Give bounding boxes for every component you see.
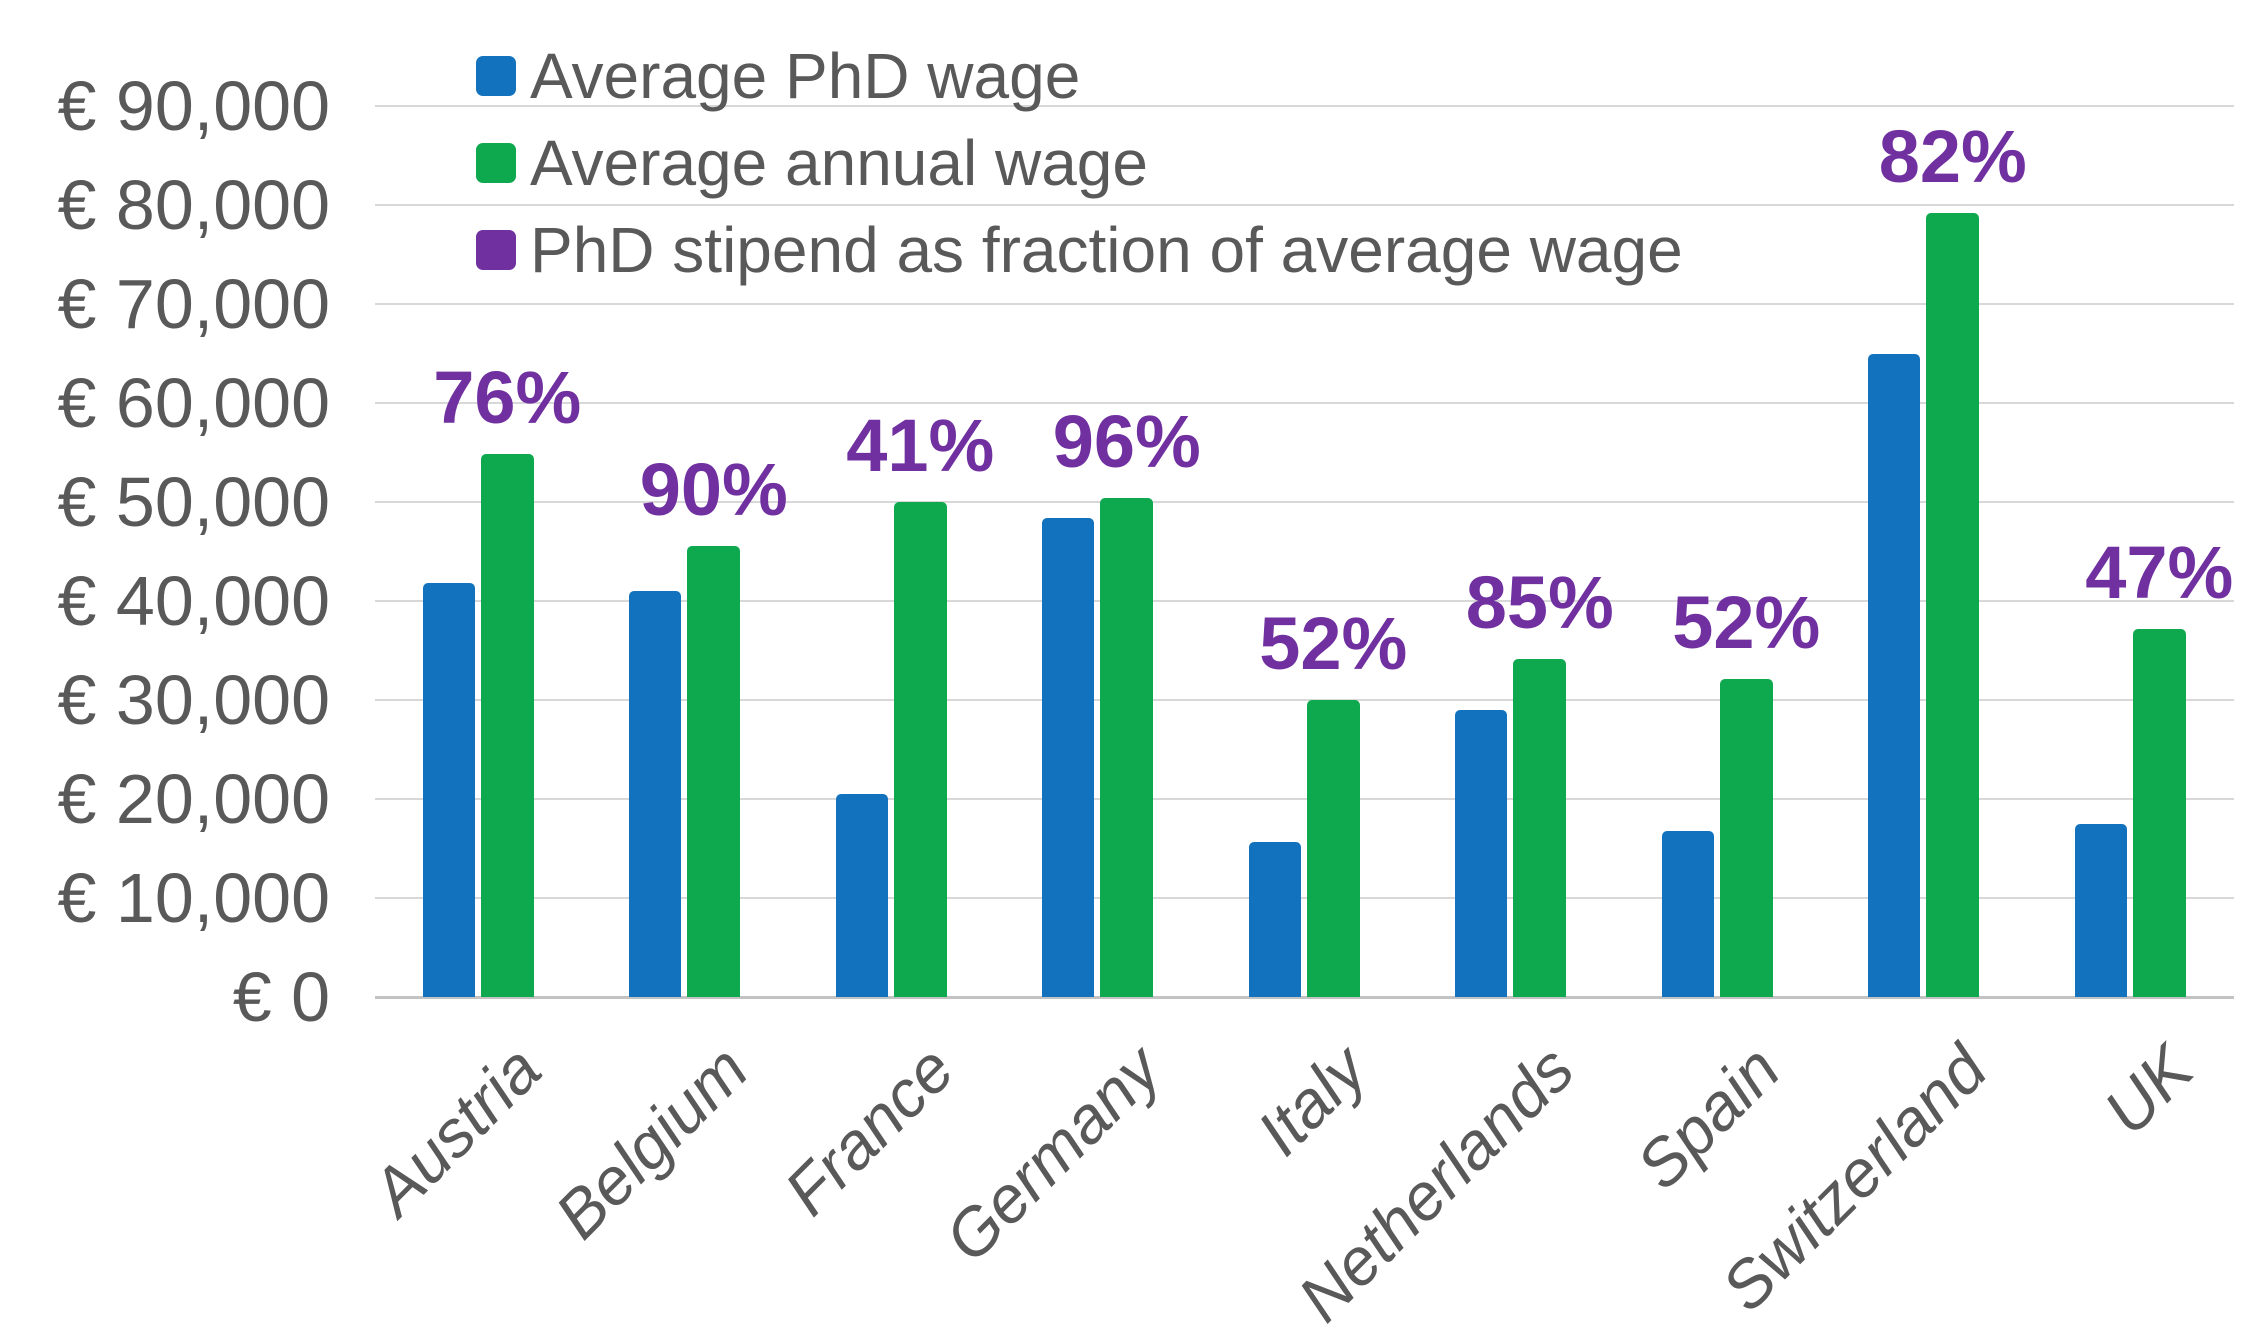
gridline: [375, 402, 2234, 404]
bar-avg-annual-wage: [1306, 700, 1360, 997]
y-axis-label: € 90,000: [57, 67, 330, 145]
bar-avg-phd-wage: [1455, 709, 1508, 997]
percent-label: 47%: [2085, 530, 2234, 614]
bar-avg-annual-wage: [687, 545, 741, 997]
y-axis-label: € 60,000: [57, 364, 330, 442]
y-axis-label: € 10,000: [57, 859, 330, 937]
bar-avg-phd-wage: [1868, 353, 1921, 997]
percent-label: 90%: [639, 447, 788, 531]
percent-label: 52%: [1672, 581, 1821, 665]
y-axis-label: € 70,000: [57, 265, 330, 343]
legend: Average PhD wage Average annual wage PhD…: [476, 40, 1683, 309]
y-axis-label: € 0: [232, 958, 330, 1036]
bar-avg-annual-wage: [1100, 498, 1154, 997]
gridline: [375, 699, 2234, 701]
y-axis-label: € 80,000: [57, 166, 330, 244]
legend-swatch-phd-fraction: [476, 230, 516, 270]
bar-avg-phd-wage: [629, 591, 682, 997]
gridline: [375, 303, 2234, 305]
gridline: [375, 798, 2234, 800]
gridline: [375, 105, 2234, 107]
legend-label: Average PhD wage: [530, 40, 1081, 112]
y-axis-label: € 20,000: [57, 760, 330, 838]
bar-avg-annual-wage: [480, 454, 534, 997]
percent-label: 52%: [1259, 602, 1408, 685]
bar-avg-phd-wage: [835, 794, 888, 997]
legend-label: Average annual wage: [530, 127, 1148, 199]
gridline: [375, 897, 2234, 899]
percent-label: 82%: [1878, 114, 2027, 198]
bar-avg-phd-wage: [1661, 830, 1714, 997]
bar-avg-annual-wage: [2132, 628, 2186, 997]
bar-avg-annual-wage: [1513, 659, 1567, 997]
bar-avg-phd-wage: [1042, 517, 1095, 997]
percent-label: 41%: [846, 404, 995, 487]
gridline: [375, 204, 2234, 206]
y-axis-label: € 40,000: [57, 562, 330, 640]
percent-label: 96%: [1052, 400, 1201, 484]
legend-swatch-avg-phd-wage: [476, 56, 516, 96]
gridline: [375, 600, 2234, 602]
legend-item-phd-fraction: PhD stipend as fraction of average wage: [476, 214, 1683, 286]
bar-avg-annual-wage: [1926, 212, 1980, 997]
bar-avg-phd-wage: [1248, 841, 1301, 997]
bar-avg-phd-wage: [2074, 823, 2127, 997]
gridline: [375, 501, 2234, 503]
bar-avg-phd-wage: [422, 583, 475, 997]
legend-item-avg-phd-wage: Average PhD wage: [476, 40, 1683, 112]
legend-label: PhD stipend as fraction of average wage: [530, 214, 1683, 286]
x-axis-line: [375, 996, 2234, 999]
y-axis-label: € 50,000: [57, 463, 330, 541]
bar-avg-annual-wage: [893, 502, 947, 997]
y-axis-label: € 30,000: [57, 661, 330, 739]
bar-avg-annual-wage: [1719, 679, 1773, 997]
percent-label: 85%: [1465, 561, 1614, 645]
legend-swatch-avg-annual-wage: [476, 143, 516, 183]
percent-label: 76%: [433, 356, 582, 440]
legend-item-avg-annual-wage: Average annual wage: [476, 127, 1683, 199]
